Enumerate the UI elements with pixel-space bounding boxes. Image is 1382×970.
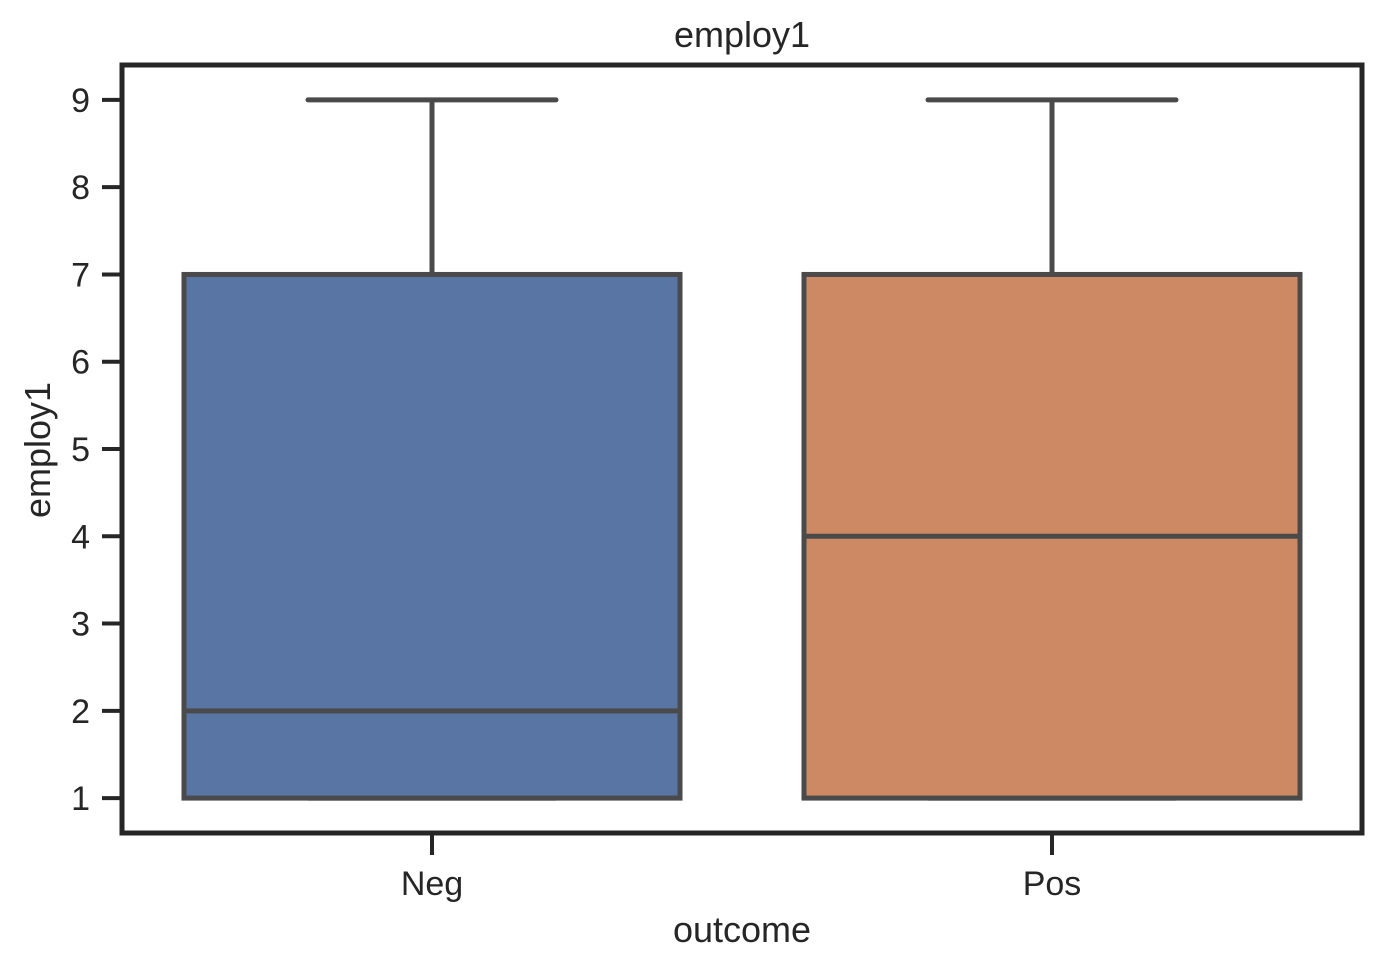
y-tick-label-6: 6 [71, 344, 90, 382]
box-neg [181, 97, 683, 801]
y-axis-title: employ1 [17, 382, 58, 518]
y-tick-label-5: 5 [71, 431, 90, 469]
y-tick-label-8: 8 [71, 169, 90, 207]
chart-title: employ1 [674, 14, 810, 55]
y-tick-label-1: 1 [71, 780, 90, 818]
y-tick-label-7: 7 [71, 256, 90, 294]
x-tick-label-neg: Neg [401, 865, 463, 903]
plot-frame [119, 62, 1365, 836]
box-group [181, 97, 1303, 801]
y-axis-ticks: 1 2 3 4 5 6 7 8 9 [71, 82, 122, 818]
box-pos [801, 97, 1303, 801]
box-body-neg [181, 271, 683, 801]
y-tick-label-4: 4 [71, 518, 90, 556]
x-axis-title: outcome [673, 909, 811, 950]
y-tick-label-9: 9 [71, 82, 90, 120]
y-tick-label-2: 2 [71, 693, 90, 731]
x-axis-ticks: Neg Pos [401, 833, 1081, 903]
y-tick-label-3: 3 [71, 606, 90, 644]
x-tick-label-pos: Pos [1023, 865, 1082, 903]
